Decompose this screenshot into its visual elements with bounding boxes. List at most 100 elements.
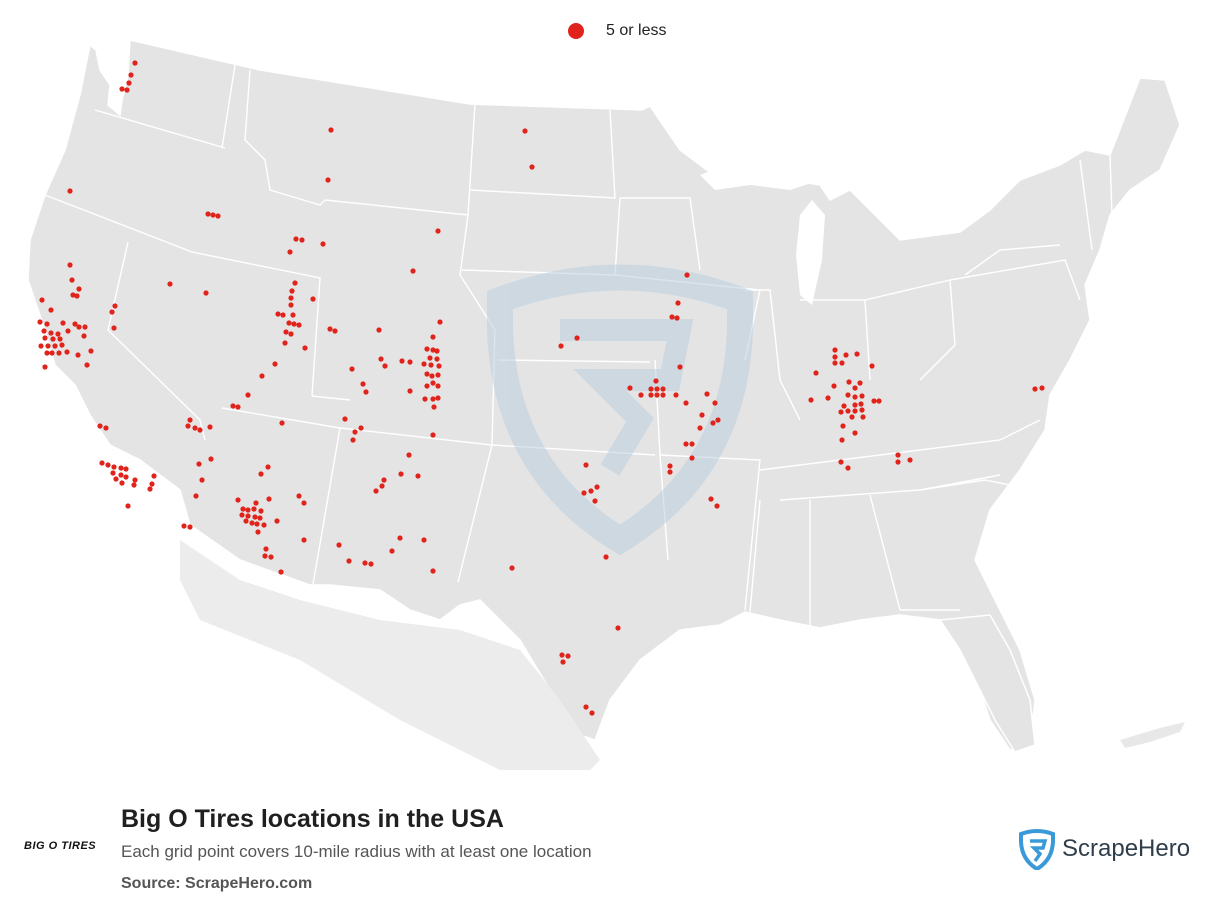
mexico-land — [180, 540, 600, 770]
location-marker — [76, 286, 82, 292]
location-marker — [857, 380, 863, 386]
location-marker — [708, 496, 714, 502]
location-marker — [858, 401, 864, 407]
location-marker — [660, 392, 666, 398]
location-marker — [843, 352, 849, 358]
location-marker — [876, 398, 882, 404]
land-mass — [27, 39, 1185, 770]
location-marker — [60, 320, 66, 326]
location-marker — [112, 303, 118, 309]
location-marker — [74, 293, 80, 299]
location-marker — [871, 398, 877, 404]
location-marker — [131, 482, 137, 488]
location-marker — [65, 328, 71, 334]
location-marker — [435, 395, 441, 401]
location-marker — [832, 347, 838, 353]
location-marker — [288, 302, 294, 308]
location-marker — [407, 359, 413, 365]
location-marker — [292, 280, 298, 286]
location-marker — [105, 462, 111, 468]
location-marker — [265, 464, 271, 470]
location-marker — [197, 427, 203, 433]
location-marker — [428, 362, 434, 368]
location-marker — [431, 404, 437, 410]
location-marker — [57, 336, 63, 342]
location-marker — [64, 349, 70, 355]
location-marker — [397, 535, 403, 541]
location-marker — [97, 423, 103, 429]
location-marker — [257, 515, 263, 521]
location-marker — [72, 321, 78, 327]
location-marker — [336, 542, 342, 548]
location-marker — [289, 288, 295, 294]
lake-superior — [700, 160, 820, 190]
location-marker — [699, 412, 705, 418]
location-marker — [258, 471, 264, 477]
location-marker — [860, 414, 866, 420]
location-marker — [38, 343, 44, 349]
big-o-tires-logo: BIG O TIRES — [24, 840, 97, 852]
location-marker — [684, 272, 690, 278]
location-marker — [845, 392, 851, 398]
location-marker — [88, 348, 94, 354]
location-marker — [583, 704, 589, 710]
location-marker — [667, 463, 673, 469]
location-marker — [332, 328, 338, 334]
location-marker — [381, 477, 387, 483]
location-marker — [274, 518, 280, 524]
location-marker — [240, 506, 246, 512]
location-marker — [132, 477, 138, 483]
location-marker — [239, 512, 245, 518]
location-marker — [181, 523, 187, 529]
location-marker — [583, 462, 589, 468]
location-marker — [235, 404, 241, 410]
location-marker — [132, 60, 138, 66]
location-marker — [70, 292, 76, 298]
location-marker — [251, 506, 257, 512]
location-marker — [352, 429, 358, 435]
location-marker — [852, 402, 858, 408]
location-marker — [320, 241, 326, 247]
location-marker — [288, 295, 294, 301]
location-marker — [1032, 386, 1038, 392]
location-marker — [697, 425, 703, 431]
location-marker — [290, 312, 296, 318]
location-marker — [424, 371, 430, 377]
location-marker — [67, 188, 73, 194]
location-marker — [849, 414, 855, 420]
location-marker — [363, 389, 369, 395]
location-marker — [669, 314, 675, 320]
location-marker — [648, 392, 654, 398]
location-marker — [215, 213, 221, 219]
location-marker — [258, 508, 264, 514]
location-marker — [509, 565, 515, 571]
location-marker — [667, 469, 673, 475]
location-marker — [193, 493, 199, 499]
location-marker — [559, 652, 565, 658]
location-marker — [210, 212, 216, 218]
location-marker — [69, 277, 75, 283]
location-marker — [205, 211, 211, 217]
location-marker — [48, 307, 54, 313]
florida — [938, 614, 1036, 753]
location-marker — [42, 364, 48, 370]
location-marker — [37, 319, 43, 325]
location-marker — [147, 486, 153, 492]
location-marker — [325, 177, 331, 183]
location-marker — [638, 392, 644, 398]
location-marker — [327, 326, 333, 332]
location-marker — [261, 522, 267, 528]
location-marker — [230, 403, 236, 409]
location-marker — [675, 300, 681, 306]
location-marker — [119, 86, 125, 92]
location-marker — [299, 237, 305, 243]
location-marker — [574, 335, 580, 341]
location-marker — [208, 456, 214, 462]
location-marker — [360, 381, 366, 387]
location-marker — [296, 322, 302, 328]
legend-label: 5 or less — [606, 22, 667, 39]
location-marker — [379, 483, 385, 489]
location-marker — [187, 524, 193, 530]
location-marker — [430, 380, 436, 386]
location-marker — [368, 561, 374, 567]
